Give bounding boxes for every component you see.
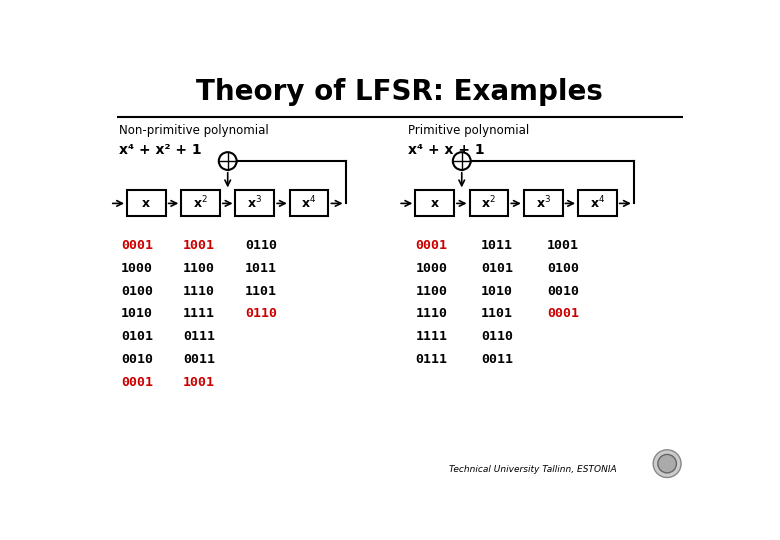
Text: Technical University Tallinn, ESTONIA: Technical University Tallinn, ESTONIA — [449, 464, 617, 474]
Text: 0110: 0110 — [245, 307, 277, 320]
Text: 1100: 1100 — [415, 285, 447, 298]
Text: 1110: 1110 — [415, 307, 447, 320]
Text: 0101: 0101 — [121, 330, 153, 343]
Text: 0101: 0101 — [481, 262, 513, 275]
Text: Non-primitive polynomial: Non-primitive polynomial — [119, 124, 269, 137]
Bar — [470, 190, 509, 217]
Text: 1001: 1001 — [183, 375, 215, 389]
Text: 0111: 0111 — [415, 353, 447, 366]
Text: 0011: 0011 — [183, 353, 215, 366]
Bar — [236, 190, 275, 217]
Text: x$^4$: x$^4$ — [590, 195, 605, 212]
Circle shape — [453, 152, 470, 170]
Text: 1010: 1010 — [121, 307, 153, 320]
Text: 0011: 0011 — [481, 353, 513, 366]
Text: x$^2$: x$^2$ — [481, 195, 496, 212]
Text: 0001: 0001 — [547, 307, 579, 320]
Text: 1100: 1100 — [183, 262, 215, 275]
Bar — [415, 190, 454, 217]
Text: 1110: 1110 — [183, 285, 215, 298]
Text: Theory of LFSR: Examples: Theory of LFSR: Examples — [197, 78, 603, 106]
Text: 0010: 0010 — [121, 353, 153, 366]
Text: x: x — [142, 197, 151, 210]
Text: 1000: 1000 — [415, 262, 447, 275]
Text: 1101: 1101 — [245, 285, 277, 298]
Text: 0001: 0001 — [121, 375, 153, 389]
Text: 1000: 1000 — [121, 262, 153, 275]
Bar — [578, 190, 617, 217]
Text: 1011: 1011 — [481, 239, 513, 252]
Text: 1001: 1001 — [183, 239, 215, 252]
Bar — [523, 190, 562, 217]
Text: 0110: 0110 — [245, 239, 277, 252]
Circle shape — [653, 450, 681, 477]
Text: Primitive polynomial: Primitive polynomial — [407, 124, 529, 137]
Text: x: x — [431, 197, 438, 210]
Text: 0100: 0100 — [121, 285, 153, 298]
Circle shape — [218, 152, 236, 170]
Text: 1011: 1011 — [245, 262, 277, 275]
Bar — [181, 190, 220, 217]
Text: 0110: 0110 — [481, 330, 513, 343]
Text: 1111: 1111 — [183, 307, 215, 320]
Circle shape — [658, 455, 676, 473]
Text: 1001: 1001 — [547, 239, 579, 252]
Text: 0001: 0001 — [121, 239, 153, 252]
Text: x⁴ + x² + 1: x⁴ + x² + 1 — [119, 143, 202, 157]
Text: 0111: 0111 — [183, 330, 215, 343]
Bar — [127, 190, 165, 217]
Text: 0100: 0100 — [547, 262, 579, 275]
Bar — [289, 190, 328, 217]
Text: x$^4$: x$^4$ — [302, 195, 317, 212]
Text: x⁴ + x + 1: x⁴ + x + 1 — [407, 143, 484, 157]
Text: 0001: 0001 — [415, 239, 447, 252]
Text: x$^2$: x$^2$ — [193, 195, 208, 212]
Text: 1111: 1111 — [415, 330, 447, 343]
Text: x$^3$: x$^3$ — [247, 195, 262, 212]
Text: x$^3$: x$^3$ — [536, 195, 551, 212]
Text: 0010: 0010 — [547, 285, 579, 298]
Text: 1101: 1101 — [481, 307, 513, 320]
Text: 1010: 1010 — [481, 285, 513, 298]
